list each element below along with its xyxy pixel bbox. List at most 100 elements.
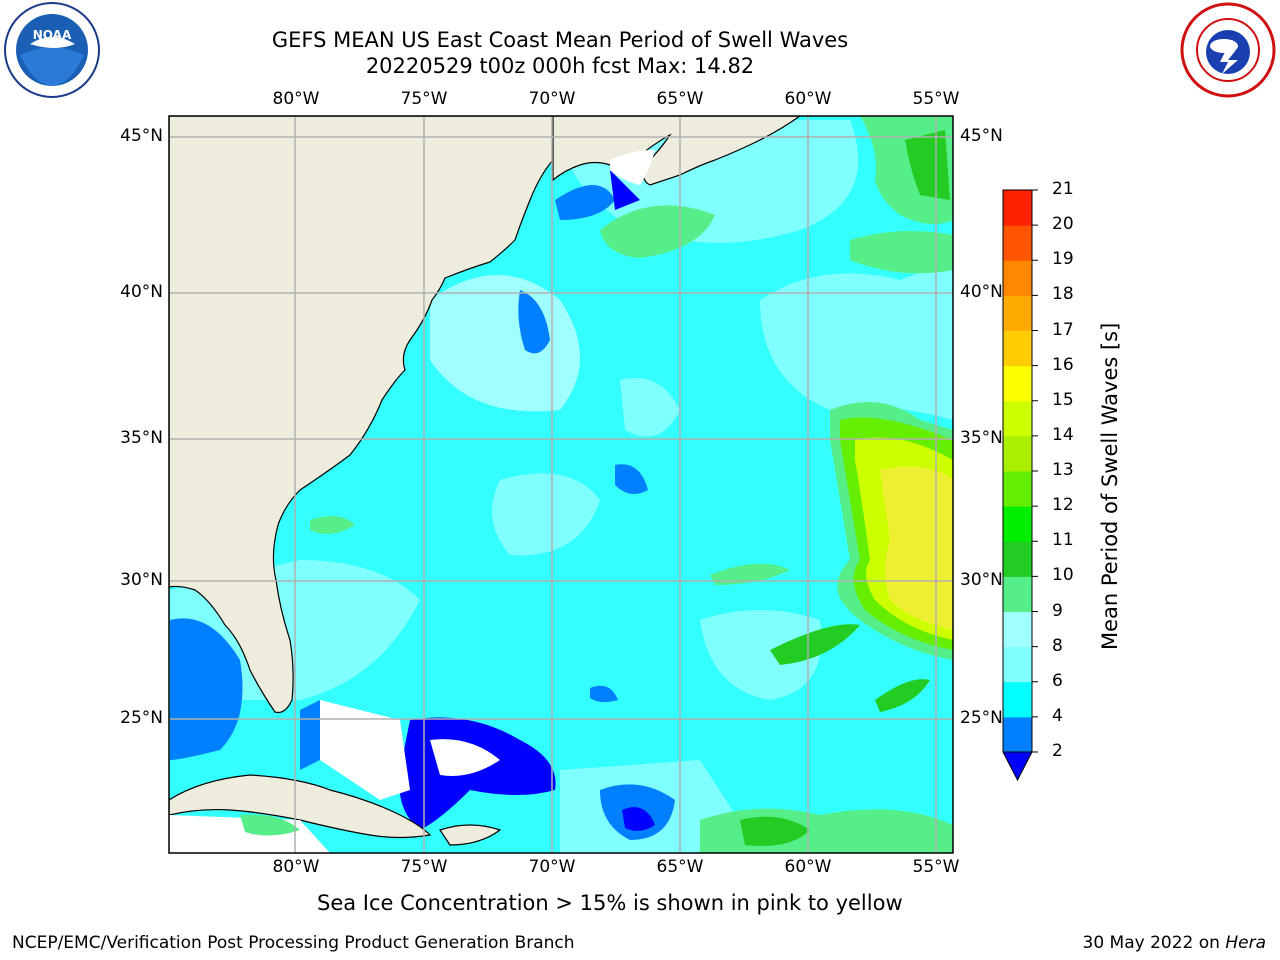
colorbar-tick-label: 16 xyxy=(1052,354,1074,375)
footer-date: 30 May 2022 on Hera xyxy=(1083,933,1267,953)
lat-label-right: 25°N xyxy=(960,708,1003,728)
national-weather-service-logo xyxy=(1180,2,1276,98)
swell-area-2-4 xyxy=(555,185,615,220)
footer-machine: Hera xyxy=(1225,933,1266,953)
colorbar-segment xyxy=(1003,646,1032,683)
swell-area-10-11 xyxy=(875,679,930,712)
map-title: GEFS MEAN US East Coast Mean Period of S… xyxy=(271,28,849,52)
lon-label-top: 55°W xyxy=(912,89,960,109)
swell-area-2-4 xyxy=(170,618,243,760)
swell-area-9-10 xyxy=(710,563,790,585)
swell-area-10-11 xyxy=(740,816,810,846)
colorbar-tick-label: 15 xyxy=(1052,389,1074,410)
masked-area xyxy=(610,150,655,185)
colorbar-segment xyxy=(1003,225,1032,261)
lat-label-right: 35°N xyxy=(960,428,1003,448)
swell-area-2-4 xyxy=(590,685,618,703)
lon-label-top: 60°W xyxy=(784,89,832,109)
map-border xyxy=(168,115,954,854)
swell-area-8-9 xyxy=(700,610,822,700)
cuba-land xyxy=(169,774,432,839)
colorbar-segment xyxy=(1003,295,1032,331)
footer-credit: NCEP/EMC/Verification Post Processing Pr… xyxy=(12,933,575,953)
colorbar-tick-label: 6 xyxy=(1052,670,1063,691)
colorbar-segment xyxy=(1003,400,1032,437)
swell-area-8-9 xyxy=(620,378,680,437)
lon-label-bottom: 55°W xyxy=(912,857,960,877)
colorbar-tick-label: 20 xyxy=(1052,214,1074,235)
swell-area-below-2 xyxy=(622,807,655,831)
colorbar-segment xyxy=(1003,576,1032,612)
swell-area-8-9 xyxy=(492,473,600,556)
swell-area-below-2 xyxy=(610,170,640,210)
colorbar-segment xyxy=(1003,716,1032,753)
lon-label-top: 75°W xyxy=(400,89,448,109)
svg-text:NOAA: NOAA xyxy=(33,28,72,42)
colorbar-tick-label: 11 xyxy=(1052,530,1074,551)
colorbar-tick-label: 19 xyxy=(1052,249,1074,270)
swell-area-2-4 xyxy=(615,464,648,494)
sea-ice-note: Sea Ice Concentration > 15% is shown in … xyxy=(317,891,903,915)
hispaniola-land xyxy=(439,824,502,846)
swell-area-10-11 xyxy=(905,130,950,200)
colorbar-tick-label: 13 xyxy=(1052,460,1074,480)
lat-label-left: 25°N xyxy=(120,708,163,728)
lon-label-bottom: 70°W xyxy=(528,857,576,877)
colorbar-tick-label: 8 xyxy=(1052,635,1063,656)
map-subtitle: 20220529 t00z 000h fcst Max: 14.82 xyxy=(365,54,755,78)
lat-label-left: 30°N xyxy=(120,570,163,590)
us-east-coast-land xyxy=(169,116,554,714)
colorbar-segment xyxy=(1003,611,1032,648)
masked-area xyxy=(320,700,410,800)
lat-label-left: 40°N xyxy=(120,282,163,302)
colorbar-tick-label: 14 xyxy=(1052,424,1074,445)
lon-label-top: 65°W xyxy=(656,89,704,109)
colorbar-segment xyxy=(1003,681,1032,718)
colorbar-segment xyxy=(1003,330,1032,367)
masked-area xyxy=(430,739,500,776)
swell-area-2-4 xyxy=(518,290,550,354)
swell-area-8-9 xyxy=(430,275,580,412)
lon-label-bottom: 80°W xyxy=(272,857,320,877)
lat-label-right: 30°N xyxy=(960,570,1003,590)
noaa-logo: NOAA xyxy=(4,2,100,98)
swell-area-15-16 xyxy=(880,466,953,630)
lat-label-right: 40°N xyxy=(960,282,1003,302)
swell-area-2-4 xyxy=(300,700,320,770)
lon-label-top: 80°W xyxy=(272,89,320,109)
swell-area-9-10 xyxy=(310,516,355,534)
lon-label-top: 70°W xyxy=(528,89,576,109)
colorbar-segment xyxy=(1003,365,1032,402)
swell-area-10-11 xyxy=(770,624,860,665)
swell-area-9-10 xyxy=(700,808,953,853)
lat-label-left: 45°N xyxy=(120,126,163,146)
lon-label-bottom: 65°W xyxy=(656,857,704,877)
colorbar-tick-label: 18 xyxy=(1052,284,1074,305)
gridlines xyxy=(169,116,953,853)
colorbar-tick-label: 4 xyxy=(1052,705,1063,726)
lat-label-right: 45°N xyxy=(960,126,1003,146)
lon-label-bottom: 60°W xyxy=(784,857,832,877)
swell-area-9-10 xyxy=(600,205,715,258)
colorbar-tick-label: 12 xyxy=(1052,495,1074,516)
colorbar-tick-label: 9 xyxy=(1052,600,1063,621)
colorbar-extend-arrow xyxy=(1002,751,1033,782)
colorbar-label: Mean Period of Swell Waves [s] xyxy=(1098,322,1122,650)
colorbar-tick-label: 21 xyxy=(1052,179,1074,199)
swell-area-9-10 xyxy=(850,231,953,274)
colorbar-segment xyxy=(1003,471,1032,507)
colorbar-tick-label: 10 xyxy=(1052,565,1074,586)
lat-label-left: 35°N xyxy=(120,428,163,448)
lon-label-bottom: 75°W xyxy=(400,857,448,877)
colorbar-segment xyxy=(1003,506,1032,542)
colorbar-segment xyxy=(1003,260,1032,296)
colorbar-segment xyxy=(1003,541,1032,577)
footer-date-text: 30 May 2022 on xyxy=(1082,933,1226,953)
colorbar xyxy=(1002,189,1038,782)
swell-area-9-10 xyxy=(240,814,300,836)
colorbar-segment xyxy=(1003,435,1032,472)
colorbar-tick-label: 17 xyxy=(1052,319,1074,340)
colorbar-tick-label: 2 xyxy=(1052,741,1063,761)
colorbar-segment xyxy=(1003,190,1032,226)
